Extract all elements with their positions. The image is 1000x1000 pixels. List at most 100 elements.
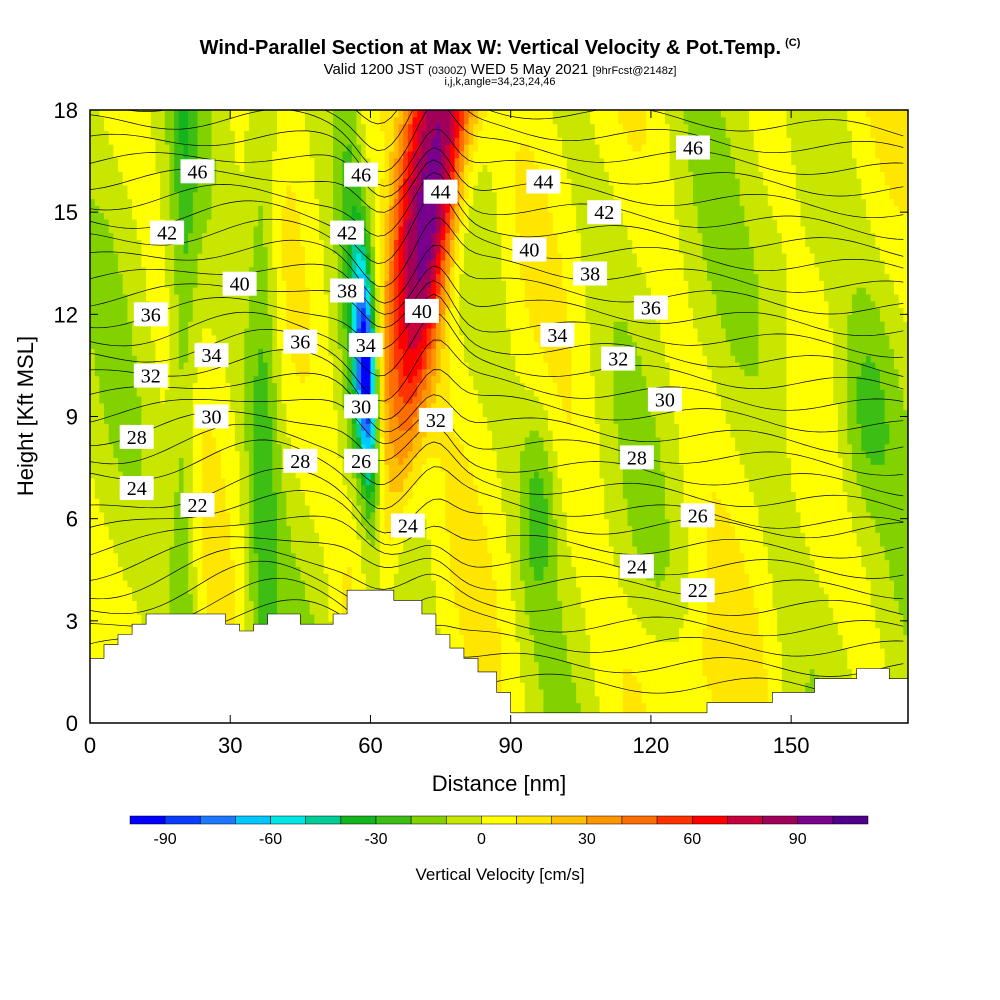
field-cell	[435, 566, 442, 574]
field-cell	[678, 566, 685, 574]
field-cell	[884, 552, 890, 561]
field-cell	[520, 668, 526, 676]
field-cell	[538, 600, 544, 608]
field-cell	[90, 614, 96, 622]
field-cell	[833, 661, 839, 670]
field-cell	[599, 566, 605, 574]
field-cell	[225, 600, 231, 608]
field-cell	[650, 648, 657, 656]
field-cell	[529, 661, 535, 670]
field-cell	[333, 539, 339, 547]
field-cell	[622, 702, 629, 710]
field-cell	[309, 566, 315, 574]
field-cell	[702, 702, 708, 710]
field-cell	[496, 525, 502, 533]
field-cell	[669, 607, 675, 615]
field-cell	[300, 525, 306, 533]
field-cell	[216, 545, 222, 554]
field-cell	[501, 682, 507, 690]
field-cell	[683, 573, 689, 581]
field-cell	[491, 634, 498, 642]
field-cell	[730, 600, 736, 608]
field-cell	[627, 668, 633, 676]
field-cell	[903, 620, 908, 629]
field-cell	[791, 545, 797, 554]
field-cell	[744, 634, 750, 642]
field-cell	[225, 573, 231, 581]
field-cell	[777, 566, 783, 574]
field-cell	[879, 566, 886, 574]
field-cell	[99, 579, 105, 588]
field-cell	[389, 566, 395, 574]
field-cell	[641, 532, 647, 540]
field-cell	[618, 661, 624, 670]
field-cell	[234, 559, 241, 567]
field-cell	[435, 586, 442, 595]
field-cell	[118, 579, 124, 588]
field-cell	[688, 620, 694, 629]
field-cell	[473, 600, 479, 608]
field-cell	[875, 607, 881, 615]
field-cell	[529, 695, 535, 704]
field-cell	[155, 532, 161, 540]
field-cell	[276, 566, 283, 574]
field-cell	[669, 682, 675, 690]
field-cell	[613, 552, 619, 561]
field-cell	[510, 579, 516, 588]
field-cell	[678, 532, 685, 540]
field-cell	[786, 559, 792, 567]
field-cell	[562, 593, 568, 601]
field-cell	[534, 573, 540, 581]
field-cell	[118, 559, 124, 567]
field-cell	[412, 593, 418, 601]
field-cell	[230, 559, 236, 567]
field-cell	[160, 607, 166, 615]
field-cell	[188, 566, 194, 574]
field-cell	[763, 593, 769, 601]
field-cell	[861, 607, 867, 615]
field-cell	[851, 634, 858, 642]
field-cell	[777, 654, 783, 663]
field-cell	[328, 532, 334, 540]
field-cell	[566, 600, 573, 608]
field-cell	[319, 559, 325, 567]
field-cell	[211, 600, 217, 608]
field-cell	[599, 654, 605, 663]
field-cell	[267, 579, 273, 588]
field-cell	[725, 600, 731, 608]
field-cell	[393, 566, 400, 574]
field-cell	[669, 634, 675, 642]
field-cell	[711, 607, 717, 615]
field-cell	[548, 600, 554, 608]
field-cell	[861, 634, 867, 642]
field-cell	[599, 688, 605, 697]
field-cell	[702, 641, 708, 649]
field-cell	[599, 607, 605, 615]
field-cell	[847, 668, 853, 676]
field-cell	[627, 675, 633, 683]
field-cell	[557, 620, 563, 629]
field-cell	[805, 675, 811, 683]
field-cell	[543, 620, 549, 629]
field-cell	[150, 607, 157, 615]
field-cell	[487, 552, 493, 561]
field-cell	[786, 661, 792, 670]
field-cell	[258, 545, 264, 554]
field-cell	[856, 566, 862, 574]
field-cell	[319, 566, 325, 574]
field-cell	[674, 695, 680, 704]
field-cell	[851, 566, 858, 574]
field-cell	[650, 668, 657, 676]
field-cell	[496, 559, 502, 567]
field-cell	[683, 634, 689, 642]
field-cell	[749, 668, 755, 676]
field-cell	[319, 600, 325, 608]
field-cell	[641, 641, 647, 649]
field-cell	[398, 586, 404, 595]
field-cell	[795, 532, 802, 540]
field-cell	[202, 607, 208, 615]
field-cell	[604, 579, 610, 588]
field-cell	[459, 579, 465, 588]
field-cell	[837, 586, 844, 595]
field-cell	[590, 586, 596, 595]
